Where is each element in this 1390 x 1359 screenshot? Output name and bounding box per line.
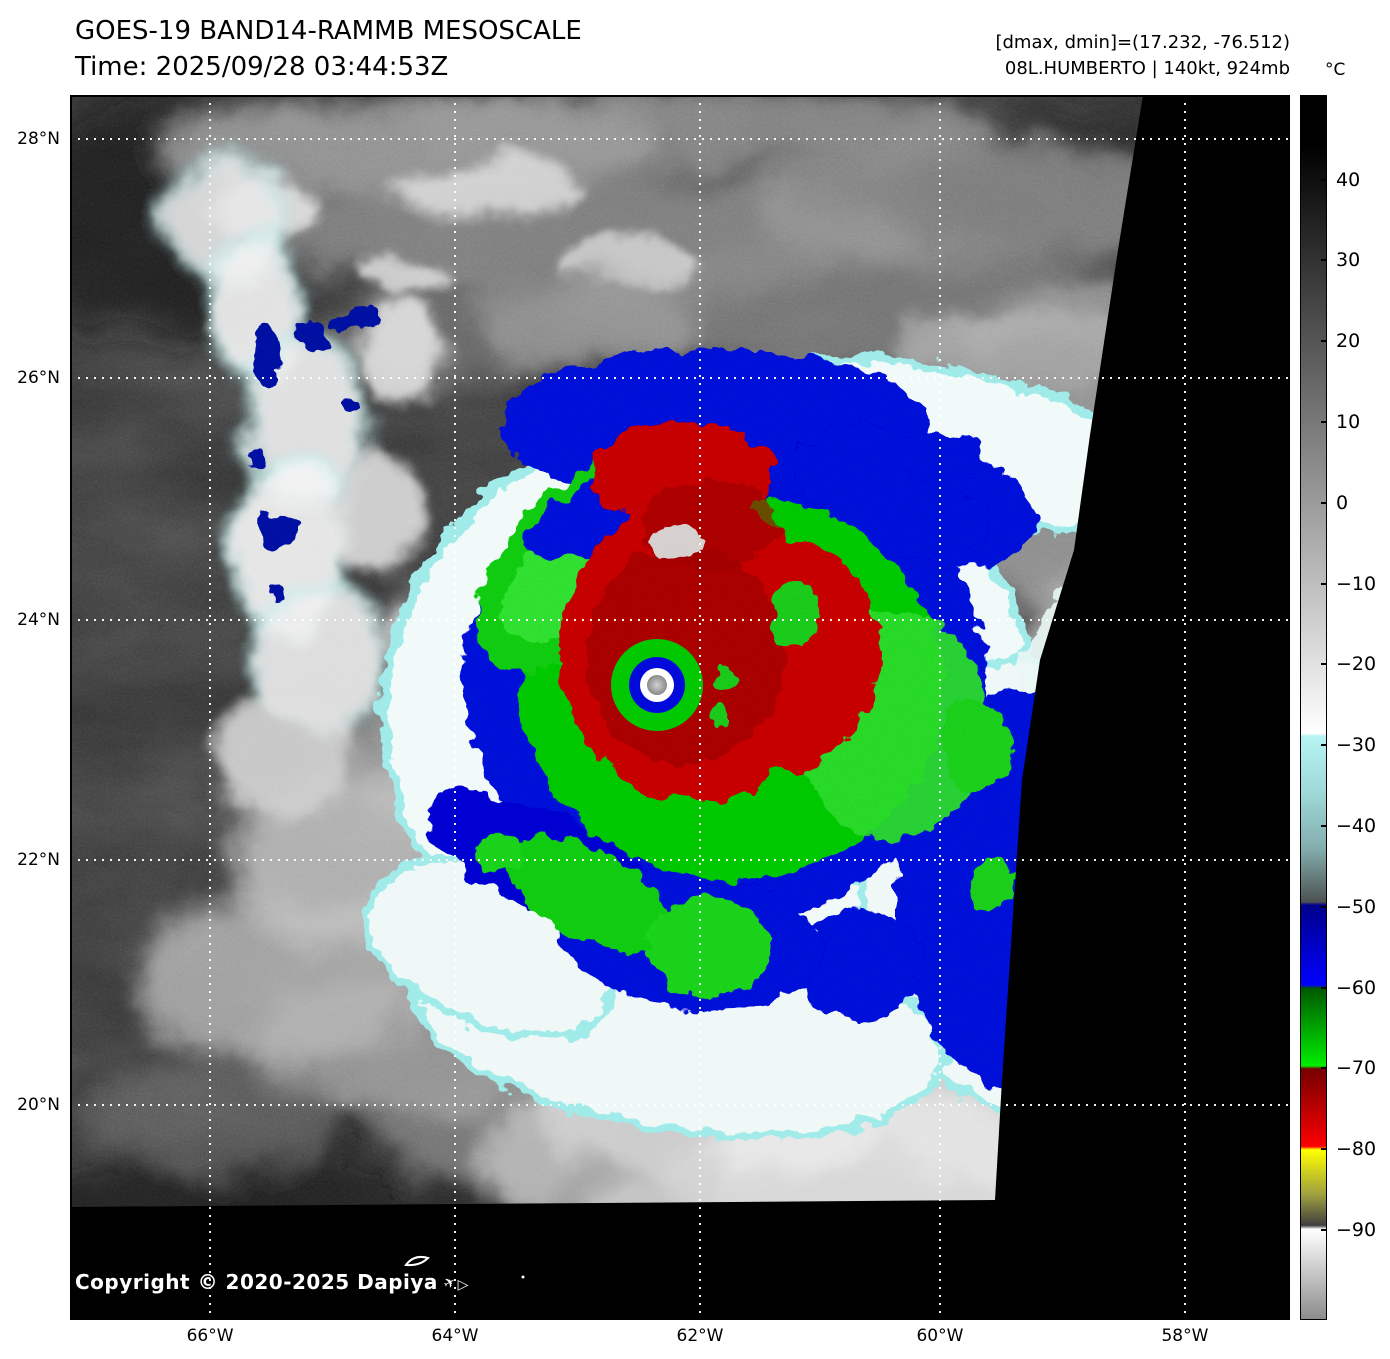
map-frame [70,95,1290,1320]
colorbar [1300,95,1327,1320]
colorbar-tick-mark [1321,743,1327,746]
colorbar-tick-label: −30 [1336,733,1377,756]
copyright-text: Copyright © 2020-2025 Dapiya [75,1270,438,1294]
colorbar-tick-label: −10 [1336,573,1377,596]
colorbar-unit: °C [1325,60,1346,80]
colorbar-tick-mark [1321,1228,1327,1231]
colorbar-tick-label: −40 [1336,814,1377,837]
colorbar-tick-label: −90 [1336,1218,1377,1241]
lon-tick-label: 60°W [916,1326,964,1346]
lat-tick-label: 24°N [17,610,60,631]
no-data-region [70,95,1290,1320]
colorbar-tick-mark [1321,905,1327,908]
colorbar-tick-label: −60 [1336,976,1377,999]
colorbar-tick-label: −50 [1336,895,1377,918]
colorbar-tick-label: −70 [1336,1057,1377,1080]
lat-tick-label: 20°N [17,1095,60,1115]
colorbar-tick-label: 30 [1336,249,1361,271]
colorbar-tick-mark [1321,663,1327,665]
lat-tick-label: 26°N [17,367,60,388]
data-range-readout: [dmax, dmin]=(17.232, -76.512) [995,32,1290,53]
colorbar-tick-mark [1321,179,1327,181]
colorbar-tick-label: 10 [1336,410,1361,433]
storm-readout: 08L.HUMBERTO | 140kt, 924mb [1004,58,1290,79]
lat-tick-label: 22°N [17,850,60,870]
colorbar-tick-mark [1321,1147,1327,1150]
colorbar-tick-label: −20 [1336,653,1377,675]
lon-tick-label: 66°W [186,1326,234,1346]
lon-tick-label: 64°W [431,1326,479,1346]
colorbar-tick-mark [1321,583,1327,586]
graticule [70,95,1290,1320]
lon-tick-label: 62°W [676,1326,724,1346]
island-outlines [404,1255,525,1279]
colorbar-tick-mark [1321,986,1327,989]
colorbar-tick-mark [1321,502,1327,505]
colorbar-tick-mark [1321,339,1327,342]
colorbar-tick-label: 20 [1336,329,1361,352]
satellite-image [70,95,1290,1320]
arrow-icon: ▷ [457,1277,469,1293]
colorbar-tick-mark [1321,1067,1327,1070]
colorbar-tick-label: −80 [1336,1137,1377,1160]
page-title: GOES-19 BAND14-RAMMB MESOSCALE [75,16,582,46]
colorbar-tick-mark [1321,420,1327,423]
timestamp: Time: 2025/09/28 03:44:53Z [75,52,449,82]
lat-tick-label: 28°N [17,128,60,149]
satellite-map: Copyright © 2020-2025 Dapiya ✈▷ [70,95,1290,1320]
colorbar-tick-label: 40 [1336,169,1361,191]
lon-tick-label: 58°W [1161,1326,1209,1346]
colorbar-tick-label: 0 [1336,492,1349,515]
colorbar-tick-mark [1321,824,1327,827]
colorbar-tick-mark [1321,259,1327,261]
copyright: Copyright © 2020-2025 Dapiya ✈▷ [75,1270,469,1294]
